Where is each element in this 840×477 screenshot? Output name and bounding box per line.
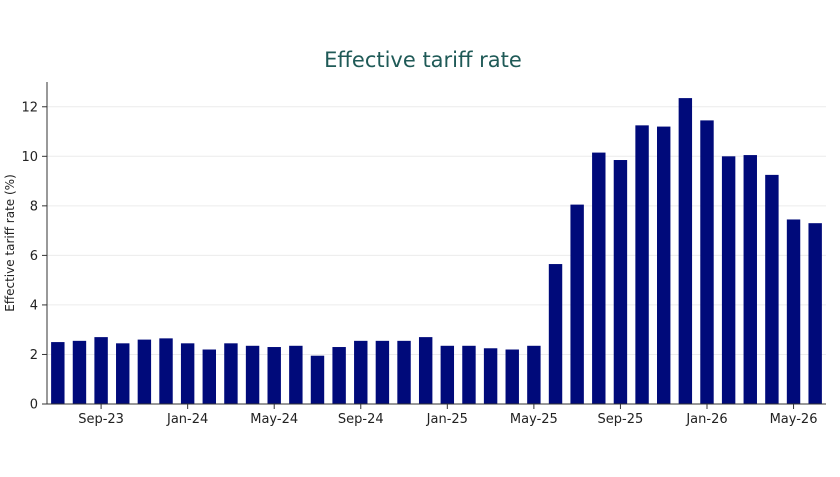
bar-Jul-25 — [570, 204, 584, 404]
bar-Jan-26 — [700, 120, 714, 404]
bar-Feb-25 — [462, 345, 476, 404]
axes — [46, 82, 826, 405]
bar-Oct-23 — [116, 343, 130, 404]
bar-Jun-25 — [548, 264, 563, 404]
y-tick-labels: 0 2 4 6 8 10 12 — [21, 100, 47, 413]
y-tick-label: 6 — [30, 249, 38, 264]
bar-Jul-24 — [310, 355, 325, 404]
bar-Sep-23 — [94, 337, 108, 404]
y-tick-label: 0 — [30, 398, 38, 413]
bar-Oct-25 — [635, 125, 649, 404]
x-tick-label: Sep-23 — [78, 412, 124, 427]
y-tick-label: 8 — [30, 199, 38, 214]
x-tick-label: May-24 — [250, 412, 298, 427]
bar-Aug-25 — [592, 152, 606, 404]
bar-May-25 — [527, 345, 541, 404]
bar-Jun-26 — [808, 223, 822, 404]
bar-Feb-24 — [202, 349, 216, 404]
x-tick-label: May-25 — [510, 412, 558, 427]
bar-Nov-24 — [397, 340, 411, 404]
x-tick-label: Jan-24 — [166, 412, 208, 427]
bar-Apr-25 — [505, 349, 519, 404]
bar-Mar-24 — [224, 343, 238, 404]
bar-Mar-26 — [743, 155, 757, 404]
x-tick-label: Jan-26 — [685, 412, 727, 427]
bar-Apr-26 — [765, 174, 779, 404]
x-tick-label: May-26 — [770, 412, 818, 427]
x-tick-label: Sep-24 — [338, 412, 384, 427]
bar-Mar-25 — [483, 348, 498, 404]
bar-Sep-25 — [613, 160, 628, 404]
bar-Aug-24 — [332, 347, 346, 404]
y-axis-title: Effective tariff rate (%) — [3, 174, 17, 312]
bar-Dec-25 — [678, 98, 693, 404]
bar-Jun-24 — [289, 345, 303, 404]
grid-lines — [47, 106, 826, 355]
bar-Feb-26 — [721, 156, 736, 404]
bar-Dec-24 — [418, 337, 433, 404]
y-tick-label: 12 — [21, 100, 38, 115]
x-tick-labels: Sep-23 Jan-24 May-24 Sep-24 Jan-25 May-25 Sep-… — [78, 404, 817, 427]
bar-Jan-25 — [440, 345, 455, 404]
y-tick-label: 10 — [21, 150, 38, 165]
bar-Aug-23 — [72, 340, 87, 404]
bar-Dec-23 — [159, 338, 173, 404]
bar-Nov-23 — [137, 339, 152, 404]
y-tick-label: 2 — [30, 348, 38, 363]
bar-Jan-24 — [180, 343, 195, 404]
bar-Nov-25 — [657, 126, 671, 404]
bar-Apr-24 — [245, 345, 260, 404]
bar-Jul-23 — [51, 342, 65, 404]
chart-title: Effective tariff rate — [324, 48, 522, 72]
bars — [51, 98, 822, 404]
x-tick-label: Jan-25 — [426, 412, 468, 427]
bar-May-24 — [267, 347, 281, 404]
bar-Oct-24 — [375, 340, 390, 404]
bar-May-26 — [786, 219, 801, 404]
bar-Sep-24 — [354, 340, 368, 404]
x-tick-label: Sep-25 — [598, 412, 644, 427]
y-tick-label: 4 — [30, 298, 38, 313]
